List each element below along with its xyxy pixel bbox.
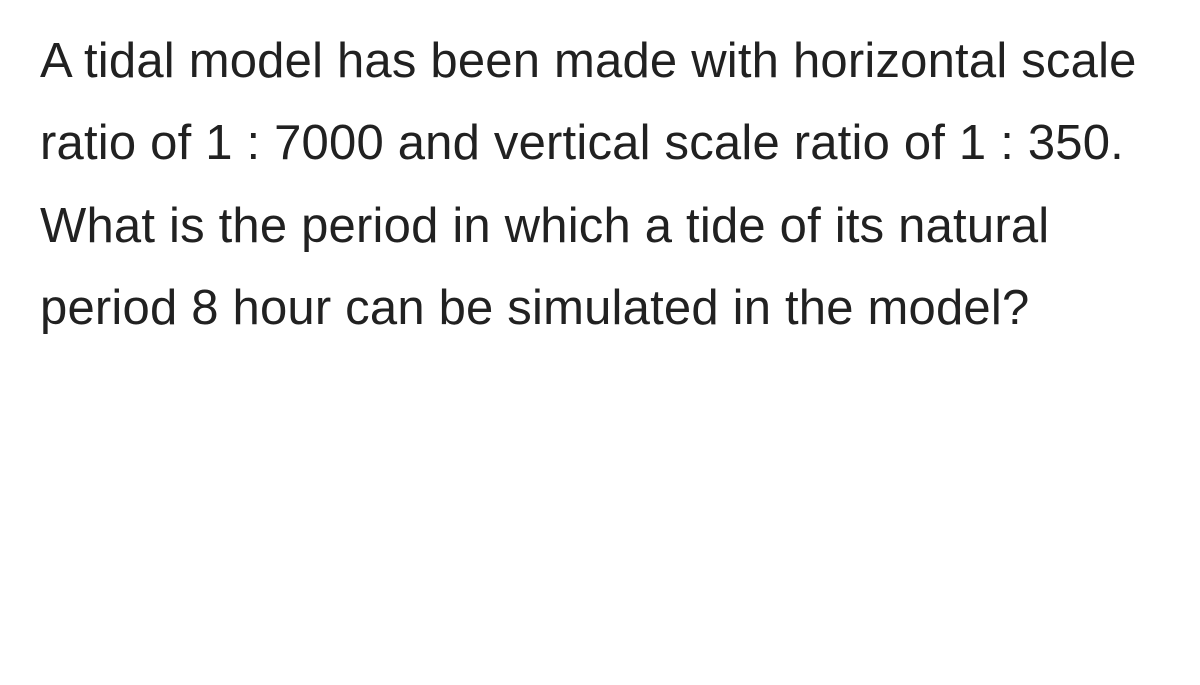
question-container: A tidal model has been made with horizon… (40, 20, 1160, 349)
question-text: A tidal model has been made with horizon… (40, 20, 1160, 349)
